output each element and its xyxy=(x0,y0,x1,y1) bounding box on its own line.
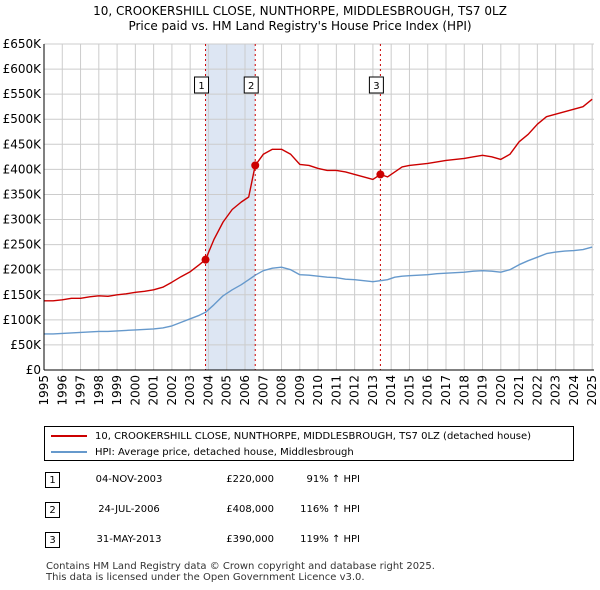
y-tick-label: £350K xyxy=(3,187,43,201)
transaction-hpi: 116% ↑ HPI xyxy=(300,504,360,515)
chart-title-line2: Price paid vs. HM Land Registry's House … xyxy=(128,19,472,33)
legend-label-property: 10, CROOKERSHILL CLOSE, NUNTHORPE, MIDDL… xyxy=(95,430,532,442)
y-tick-label: £50K xyxy=(10,338,42,352)
x-tick-label: 2021 xyxy=(512,375,526,406)
x-tick-label: 2018 xyxy=(457,375,471,406)
legend-swatch-property xyxy=(51,435,87,437)
sale-number-box xyxy=(368,76,384,94)
x-tick-label: 2024 xyxy=(567,375,581,406)
transaction-date: 24-JUL-2006 xyxy=(98,504,160,515)
y-tick-label: £250K xyxy=(3,238,43,252)
y-tick-label: £500K xyxy=(3,112,43,126)
x-tick-label: 2020 xyxy=(494,375,508,406)
highlight-span xyxy=(205,44,256,370)
y-tick-label: £600K xyxy=(3,62,43,76)
x-tick-label: 2013 xyxy=(366,375,380,406)
x-tick-label: 2008 xyxy=(275,375,289,406)
x-tick-label: 2014 xyxy=(384,375,398,406)
x-tick-label: 2023 xyxy=(549,375,563,406)
x-tick-label: 2025 xyxy=(585,375,599,406)
x-tick-label: 2019 xyxy=(476,375,490,406)
x-tick-label: 2009 xyxy=(293,375,307,406)
sale-point xyxy=(376,170,385,179)
y-tick-label: £150K xyxy=(3,288,43,302)
x-tick-label: 1995 xyxy=(37,375,51,406)
y-tick-label: £650K xyxy=(3,37,43,51)
sale-number-box xyxy=(243,76,259,94)
transaction-number: 1 xyxy=(45,472,60,488)
transaction-price: £390,000 xyxy=(226,534,274,545)
sale-number-label: 3 xyxy=(373,81,379,92)
legend-item-hpi: HPI: Average price, detached house, Midd… xyxy=(51,444,354,460)
x-tick-label: 1999 xyxy=(110,375,124,406)
x-tick-label: 2002 xyxy=(165,375,179,406)
y-tick-label: £550K xyxy=(3,87,43,101)
series-line-hpi xyxy=(44,246,593,335)
transaction-price: £220,000 xyxy=(226,474,274,485)
x-tick-label: 2012 xyxy=(348,375,362,406)
sale-point xyxy=(201,255,210,264)
y-tick-label: £450K xyxy=(3,137,43,151)
price-chart: 1 2 3 £0 £50K £100K £150K £200K £250K £300K £350K £… xyxy=(3,37,600,406)
footer-copyright: Contains HM Land Registry data © Crown c… xyxy=(46,561,435,572)
chart-title-line1: 10, CROOKERSHILL CLOSE, NUNTHORPE, MIDDL… xyxy=(93,4,507,18)
legend-swatch-hpi xyxy=(51,451,87,453)
transaction-date: 04-NOV-2003 xyxy=(95,474,163,485)
x-tick-label: 2015 xyxy=(402,375,416,406)
transaction-row: 1 04-NOV-2003 £220,000 91% ↑ HPI xyxy=(44,472,444,502)
transaction-hpi: 119% ↑ HPI xyxy=(300,534,360,545)
y-tick-label: £200K xyxy=(3,263,43,277)
x-tick-label: 1996 xyxy=(55,375,69,406)
x-tick-label: 2004 xyxy=(201,375,215,406)
y-tick-label: £300K xyxy=(3,213,43,227)
transaction-number: 3 xyxy=(45,532,60,548)
x-tick-label: 2003 xyxy=(183,375,197,406)
x-tick-label: 2011 xyxy=(329,375,343,406)
transaction-hpi: 91% ↑ HPI xyxy=(306,474,360,485)
x-tick-label: 2006 xyxy=(238,375,252,406)
x-tick-label: 2005 xyxy=(220,375,234,406)
x-tick-label: 2001 xyxy=(147,375,161,406)
series-line-property xyxy=(44,98,593,302)
transaction-row: 3 31-MAY-2013 £390,000 119% ↑ HPI xyxy=(44,532,444,562)
y-tick-label: £100K xyxy=(3,313,43,327)
sale-point xyxy=(251,161,260,170)
x-tick-label: 2010 xyxy=(311,375,325,406)
transaction-price: £408,000 xyxy=(226,504,274,515)
transaction-number: 2 xyxy=(45,502,60,518)
legend-label-hpi: HPI: Average price, detached house, Midd… xyxy=(95,446,354,458)
footer-licence: This data is licensed under the Open Gov… xyxy=(46,572,365,583)
legend: 10, CROOKERSHILL CLOSE, NUNTHORPE, MIDDL… xyxy=(44,426,574,461)
x-tick-label: 2000 xyxy=(128,375,142,406)
footer: Contains HM Land Registry data © Crown c… xyxy=(46,561,435,583)
x-tick-label: 1997 xyxy=(74,375,88,406)
x-tick-label: 2007 xyxy=(256,375,270,406)
y-tick-label: £400K xyxy=(3,162,43,176)
x-tick-label: 2022 xyxy=(530,375,544,406)
x-tick-label: 2017 xyxy=(439,375,453,406)
x-tick-label: 1998 xyxy=(92,375,106,406)
legend-item-property: 10, CROOKERSHILL CLOSE, NUNTHORPE, MIDDL… xyxy=(51,428,531,444)
transaction-row: 2 24-JUL-2006 £408,000 116% ↑ HPI xyxy=(44,502,444,532)
transactions-table: 1 04-NOV-2003 £220,000 91% ↑ HPI 2 24-JU… xyxy=(44,472,444,562)
sale-number-label: 2 xyxy=(248,81,254,92)
transaction-date: 31-MAY-2013 xyxy=(96,534,162,545)
sale-number-box xyxy=(194,76,210,94)
y-tick-label: £0 xyxy=(26,363,41,377)
x-tick-label: 2016 xyxy=(421,375,435,406)
sale-number-label: 1 xyxy=(198,81,204,92)
